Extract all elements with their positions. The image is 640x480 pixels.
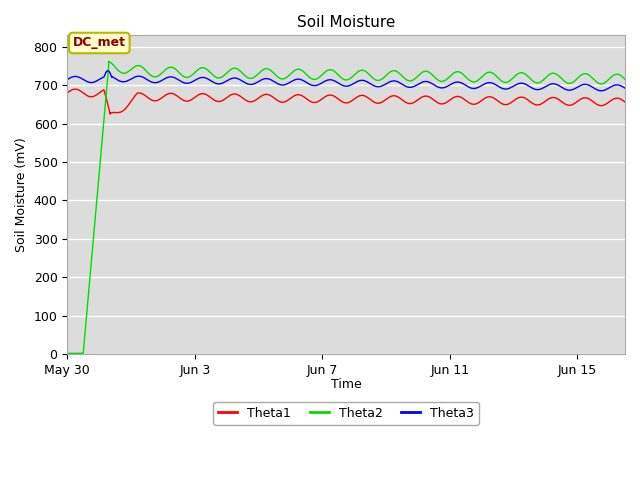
- Legend: Theta1, Theta2, Theta3: Theta1, Theta2, Theta3: [214, 402, 479, 425]
- Theta3: [127, 76, 135, 82]
- Theta3: [621, 85, 629, 91]
- Y-axis label: Soil Moisture (mV): Soil Moisture (mV): [15, 137, 28, 252]
- Line: Theta2: Theta2: [67, 61, 625, 353]
- Theta1: [161, 93, 168, 99]
- Theta1: [72, 86, 79, 92]
- Theta1: [302, 95, 310, 101]
- Theta3: [63, 77, 71, 83]
- Theta3: [301, 79, 309, 85]
- Theta2: [611, 72, 618, 78]
- Text: DC_met: DC_met: [73, 36, 126, 49]
- Theta1: [621, 99, 629, 105]
- Theta2: [127, 67, 135, 72]
- Theta2: [550, 71, 558, 76]
- Theta3: [611, 83, 618, 88]
- Theta2: [278, 76, 285, 82]
- Theta1: [278, 99, 285, 105]
- Theta1: [611, 96, 618, 101]
- Theta3: [597, 88, 605, 94]
- Theta3: [278, 82, 285, 88]
- Theta1: [106, 111, 114, 117]
- Theta2: [301, 71, 309, 76]
- Theta1: [127, 98, 135, 104]
- Theta2: [621, 76, 629, 82]
- Theta2: [63, 350, 71, 356]
- Theta3: [104, 68, 111, 73]
- Theta1: [63, 90, 71, 96]
- Theta2: [105, 59, 113, 64]
- Theta3: [550, 81, 558, 87]
- Line: Theta3: Theta3: [67, 71, 625, 91]
- X-axis label: Time: Time: [331, 378, 362, 391]
- Theta2: [161, 68, 168, 74]
- Line: Theta1: Theta1: [67, 89, 625, 114]
- Title: Soil Moisture: Soil Moisture: [297, 15, 396, 30]
- Theta1: [550, 95, 558, 100]
- Theta3: [161, 76, 168, 82]
